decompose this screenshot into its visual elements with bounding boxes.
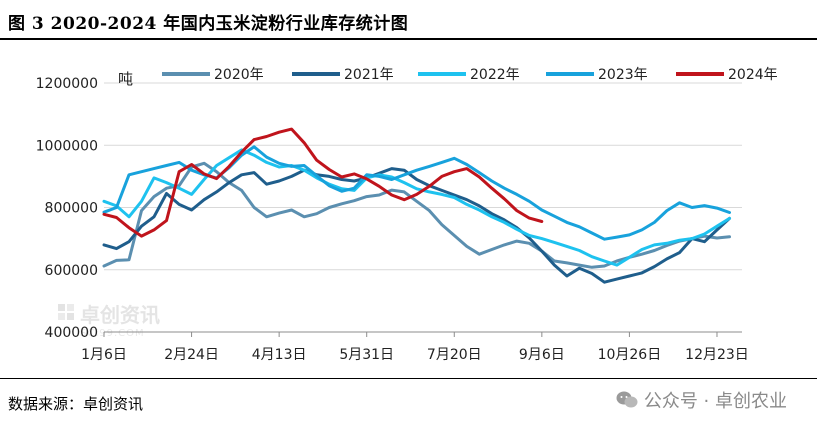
legend-label: 2024年 bbox=[728, 67, 778, 83]
y-tick-label: 600000 bbox=[45, 263, 98, 279]
chart-title: 图 3 2020-2024 年国内玉米淀粉行业库存统计图 bbox=[8, 14, 409, 34]
y-tick-label: 400000 bbox=[45, 325, 98, 341]
chart-area: 卓创资讯 SCI99.COM 400000 600000 800000 1000000… bbox=[0, 40, 817, 378]
wechat-badge: 公众号 · 卓创农业 bbox=[616, 387, 787, 413]
legend-label: 2021年 bbox=[344, 67, 394, 83]
watermark-sub: SCI99.COM bbox=[80, 328, 145, 339]
y-unit-label: 吨 bbox=[118, 70, 133, 88]
grid-lines bbox=[104, 82, 742, 271]
watermark-logo-icon bbox=[58, 304, 65, 311]
legend-label: 2020年 bbox=[214, 67, 264, 83]
series-line-2024年 bbox=[102, 127, 544, 238]
x-tick-label: 4月13日 bbox=[252, 347, 307, 363]
x-tick-label: 12月23日 bbox=[685, 347, 749, 363]
y-tick-label: 1200000 bbox=[36, 76, 98, 92]
x-tick-label: 1月6日 bbox=[81, 347, 127, 363]
series-line-2021年 bbox=[102, 167, 731, 284]
y-axis: 400000 600000 800000 1000000 1200000 bbox=[36, 76, 98, 341]
legend-label: 2022年 bbox=[470, 67, 520, 83]
x-tick-label: 7月20日 bbox=[427, 347, 482, 363]
x-tick-label: 5月31日 bbox=[339, 347, 394, 363]
title-bar: 图 3 2020-2024 年国内玉米淀粉行业库存统计图 bbox=[0, 0, 817, 40]
y-tick-label: 1000000 bbox=[36, 138, 98, 154]
watermark: 卓创资讯 SCI99.COM bbox=[58, 303, 160, 339]
x-tick-label: 9月6日 bbox=[519, 347, 565, 363]
legend-label: 2023年 bbox=[598, 67, 648, 83]
watermark-brand: 卓创资讯 bbox=[80, 303, 160, 327]
x-tick-label: 2月24日 bbox=[164, 347, 219, 363]
y-tick-label: 800000 bbox=[45, 201, 98, 217]
wechat-icon bbox=[616, 391, 638, 409]
source-bar: 数据来源：卓创资讯 公众号 · 卓创农业 bbox=[0, 378, 817, 423]
series-lines bbox=[102, 127, 731, 284]
x-axis: 1月6日 2月24日 4月13日 5月31日 7月20日 9月6日 10月26日 12月23日 bbox=[81, 331, 749, 363]
x-tick-label: 10月26日 bbox=[598, 347, 662, 363]
wechat-account: 公众号 · 卓创农业 bbox=[643, 391, 787, 412]
source-note: 数据来源：卓创资讯 bbox=[8, 395, 144, 413]
line-chart: 卓创资讯 SCI99.COM 400000 600000 800000 1000000… bbox=[36, 67, 778, 363]
legend: 2020年 2021年 2022年 2023年 2024年 bbox=[162, 67, 778, 83]
